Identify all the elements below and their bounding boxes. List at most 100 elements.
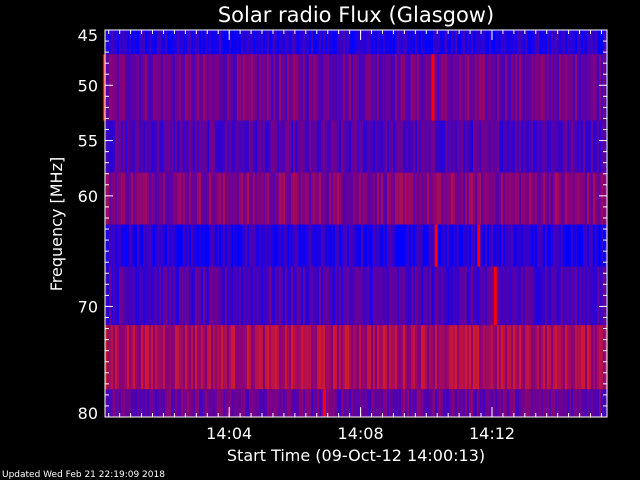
spectrogram-cell xyxy=(197,325,200,390)
spectrogram-cell xyxy=(195,30,198,55)
spectrogram-cell xyxy=(161,54,164,121)
spectrogram-cell xyxy=(477,389,480,417)
spectrogram-cell xyxy=(483,30,486,55)
spectrogram-cell xyxy=(305,120,308,173)
spectrogram-cell xyxy=(165,120,168,173)
spectrogram-cell xyxy=(205,224,208,267)
spectrogram-cell xyxy=(277,266,280,326)
spectrogram-cell xyxy=(271,224,274,267)
spectrogram-cell xyxy=(463,224,466,267)
spectrogram-cell xyxy=(561,224,564,267)
spectrogram-cell xyxy=(521,120,524,173)
spectrogram-cell xyxy=(191,389,194,417)
spectrogram-cell xyxy=(549,325,552,390)
spectrogram-cell xyxy=(181,172,184,225)
spectrogram-cell xyxy=(365,172,368,225)
spectrogram-cell xyxy=(363,120,366,173)
spectrogram-cell xyxy=(385,266,388,326)
spectrogram-cell xyxy=(323,224,326,267)
spectrogram-cell xyxy=(327,30,330,55)
spectrogram-cell xyxy=(337,224,340,267)
spectrogram-cell xyxy=(141,389,144,417)
spectrogram-cell xyxy=(349,172,352,225)
spectrogram-cell xyxy=(355,120,358,173)
spectrogram-cell xyxy=(261,54,264,121)
spectrogram-cell xyxy=(573,30,576,55)
spectrogram-cell xyxy=(435,266,438,326)
spectrogram-cell xyxy=(105,389,108,417)
spectrogram-cell xyxy=(481,54,484,121)
spectrogram-cell xyxy=(177,54,180,121)
spectrogram-cell xyxy=(123,54,126,121)
spectrogram-cell xyxy=(391,266,394,326)
spectrogram-cell xyxy=(407,54,410,121)
spectrogram-cell xyxy=(381,30,384,55)
spectrogram-cell xyxy=(159,389,162,417)
spectrogram-cell xyxy=(353,389,356,417)
spectrogram-cell xyxy=(421,54,424,121)
spectrogram-cell xyxy=(357,30,360,55)
spectrogram-cell xyxy=(519,54,522,121)
spectrogram-cell xyxy=(377,325,380,390)
spectrogram-cell xyxy=(255,54,258,121)
spectrogram-cell xyxy=(505,54,508,121)
spectrogram-cell xyxy=(265,224,268,267)
spectrogram-cell xyxy=(431,325,434,390)
spectrogram-cell xyxy=(263,120,266,173)
spectrogram-cell xyxy=(465,172,468,225)
spectrogram-cell xyxy=(125,120,128,173)
spectrogram-cell xyxy=(341,389,344,417)
spectrogram-cell xyxy=(383,224,386,267)
spectrogram-cell xyxy=(141,54,144,121)
spectrogram-cell xyxy=(401,224,404,267)
spectrogram-cell xyxy=(437,325,440,390)
spectrogram-cell xyxy=(385,224,388,267)
spectrogram-cell xyxy=(389,54,392,121)
spectrogram-cell xyxy=(171,266,174,326)
spectrogram-cell xyxy=(149,266,152,326)
spectrogram-cell xyxy=(161,172,164,225)
spectrogram-cell xyxy=(579,224,582,267)
spectrogram-cell xyxy=(303,325,306,390)
spectrogram-cell xyxy=(181,224,184,267)
spectrogram-cell xyxy=(555,54,558,121)
spectrogram-cell xyxy=(261,172,264,225)
spectrogram-cell xyxy=(209,30,212,55)
spectrogram-cell xyxy=(383,54,386,121)
radio-burst xyxy=(431,54,435,121)
spectrogram-cell xyxy=(575,224,578,267)
spectrogram-cell xyxy=(593,266,596,326)
spectrogram-cell xyxy=(119,266,122,326)
spectrogram-cell xyxy=(393,30,396,55)
spectrogram-cell xyxy=(205,266,208,326)
spectrogram-cell xyxy=(389,224,392,267)
spectrogram-cell xyxy=(195,120,198,173)
spectrogram-cell xyxy=(283,266,286,326)
spectrogram-cell xyxy=(421,172,424,225)
spectrogram-cell xyxy=(209,120,212,173)
spectrogram-cell xyxy=(387,30,390,55)
spectrogram-cell xyxy=(251,30,254,55)
spectrogram-cell xyxy=(585,266,588,326)
spectrogram-cell xyxy=(567,120,570,173)
spectrogram-cell xyxy=(295,224,298,267)
spectrogram-cell xyxy=(483,172,486,225)
spectrogram-cell xyxy=(603,30,606,55)
x-axis-ticks: 14:04 14:08 14:12 xyxy=(108,30,602,443)
spectrogram-cell xyxy=(553,224,556,267)
spectrogram-cell xyxy=(195,325,198,390)
spectrogram-cell xyxy=(225,389,228,417)
spectrogram-cell xyxy=(459,172,462,225)
spectrogram-cell xyxy=(489,30,492,55)
spectrogram-cell xyxy=(263,266,266,326)
spectrogram-cell xyxy=(107,325,110,390)
spectrogram-cell xyxy=(293,325,296,390)
spectrogram-cell xyxy=(391,325,394,390)
spectrogram-cell xyxy=(481,30,484,55)
spectrogram-cell xyxy=(555,325,558,390)
spectrogram-cell xyxy=(403,120,406,173)
spectrogram-cell xyxy=(125,325,128,390)
spectrogram-cell xyxy=(405,30,408,55)
spectrogram-cell xyxy=(425,172,428,225)
spectrogram-cell xyxy=(367,172,370,225)
